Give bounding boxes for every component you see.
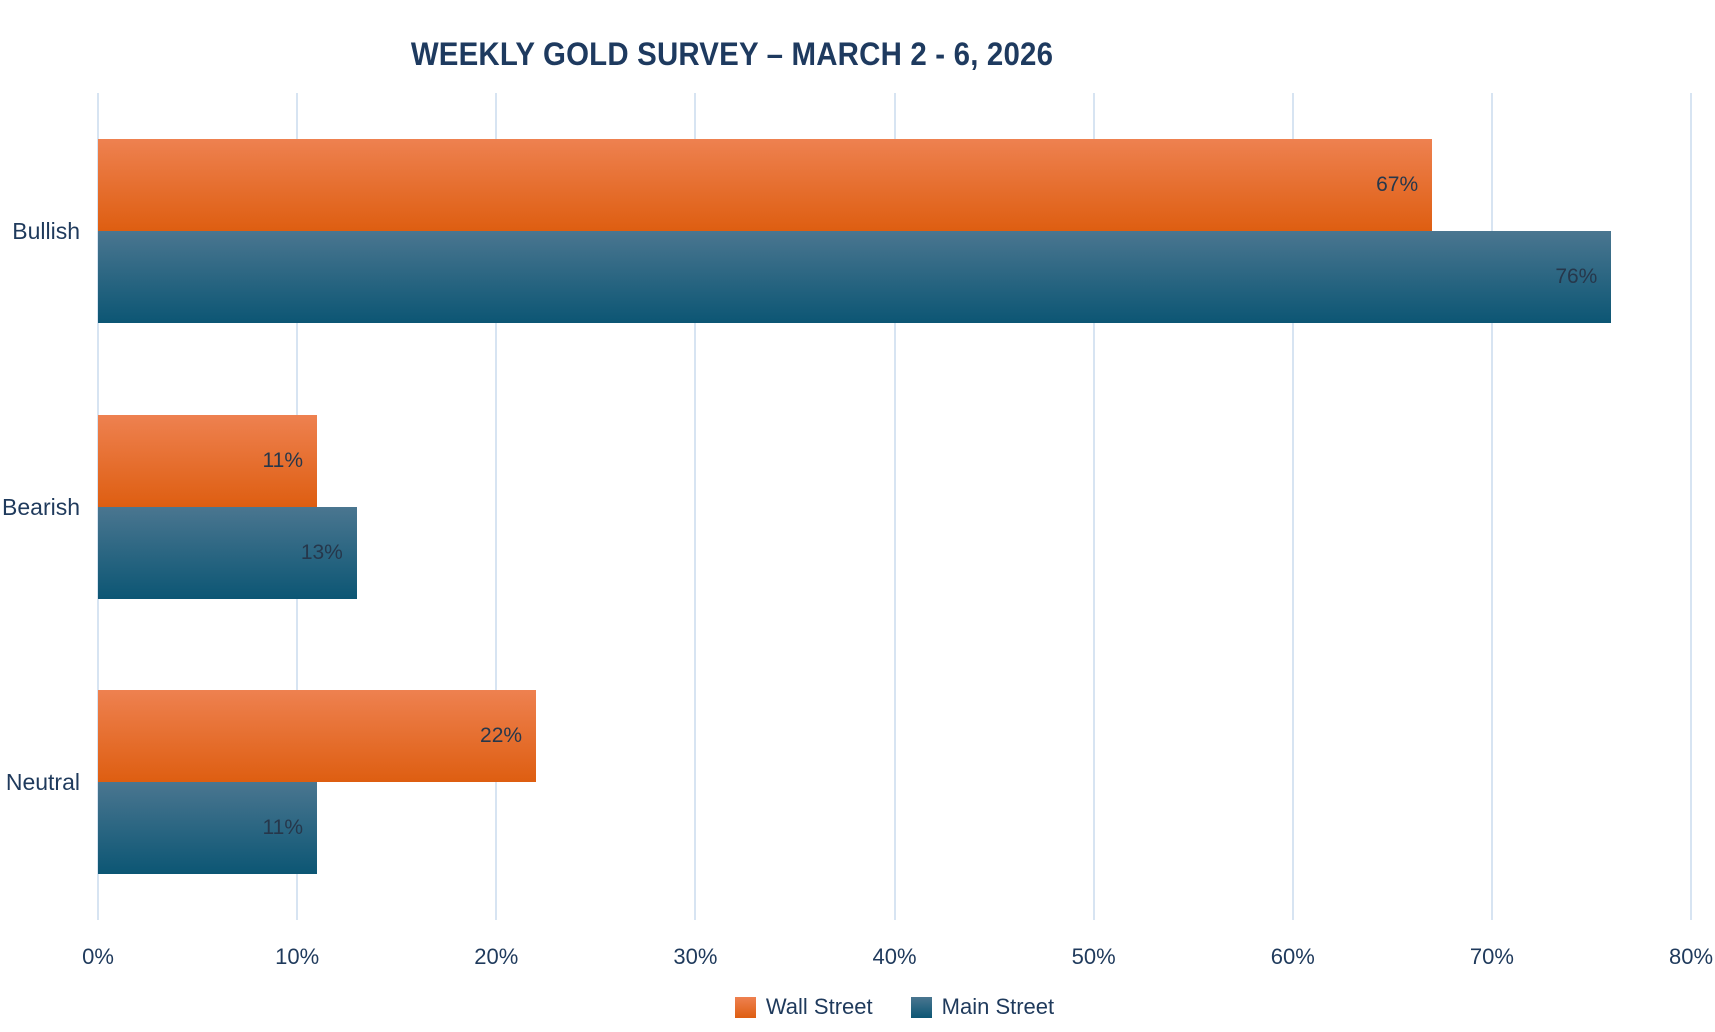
legend-label: Wall Street — [765, 994, 873, 1019]
gridline-70 — [1490, 93, 1493, 920]
bar-wall-street-bearish: 11% — [98, 414, 318, 507]
category-label-bearish: Bearish — [2, 493, 80, 520]
x-tick-20: 20% — [474, 944, 519, 969]
x-axis-tick-labels: 0% 10% 20% 30% 40% 50% 60% 70% 80% — [82, 944, 1713, 974]
x-tick-0: 0% — [82, 944, 114, 969]
data-label: 11% — [262, 816, 304, 840]
legend-swatch-main-street — [910, 996, 932, 1018]
category-label-bullish: Bullish — [12, 217, 80, 244]
x-tick-80: 80% — [1668, 944, 1714, 969]
gridline-20 — [495, 93, 498, 920]
bar-wall-street-bullish: 67% — [98, 138, 1433, 231]
data-label: 11% — [262, 448, 304, 472]
legend-item-wall-street: Wall Street — [734, 994, 873, 1020]
chart-title: WEEKLY GOLD SURVEY – MARCH 2 - 6, 2026 — [410, 36, 1054, 72]
bar-main-street-neutral: 11% — [98, 782, 318, 875]
y-axis-category-labels: Bullish Bearish Neutral — [0, 93, 80, 920]
data-label: 22% — [480, 724, 523, 748]
gridline-40 — [893, 93, 896, 920]
x-tick-40: 40% — [872, 944, 917, 969]
gridline-80 — [1690, 93, 1692, 920]
x-tick-30: 30% — [673, 944, 718, 969]
bar-main-street-bearish: 13% — [98, 506, 357, 599]
data-label: 13% — [300, 540, 343, 564]
data-label: 76% — [1555, 264, 1598, 288]
bar-wall-street-neutral: 22% — [98, 690, 537, 783]
gridline-30 — [694, 93, 697, 920]
gridline-60 — [1291, 93, 1294, 920]
x-tick-50: 50% — [1071, 944, 1116, 969]
category-label-neutral: Neutral — [5, 769, 80, 796]
bar-main-street-bullish: 76% — [98, 230, 1612, 323]
legend-swatch-wall-street — [734, 996, 756, 1018]
legend-item-main-street: Main Street — [910, 994, 1055, 1020]
x-tick-70: 70% — [1469, 944, 1514, 969]
plot-area: 67% 76% 11% 13% 22% 11% — [97, 93, 1692, 920]
gridline-50 — [1092, 93, 1095, 920]
legend-label: Main Street — [941, 994, 1055, 1019]
x-tick-10: 10% — [275, 944, 320, 969]
data-label: 67% — [1376, 172, 1419, 196]
x-tick-60: 60% — [1270, 944, 1315, 969]
legend: Wall Street Main Street — [98, 990, 1691, 1024]
